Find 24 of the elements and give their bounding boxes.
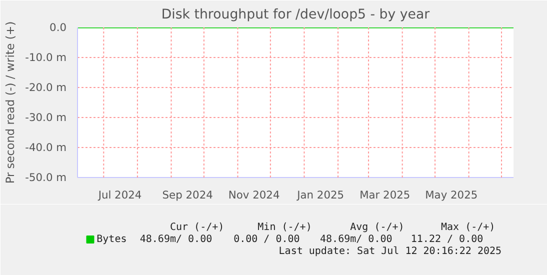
x-tick-label: May 2025 bbox=[425, 188, 478, 202]
text: 0.00 / 0.00 bbox=[234, 234, 300, 245]
x-tick-label: Jul 2024 bbox=[97, 188, 142, 202]
text: Last update: Sat Jul 12 20:16:22 2025 bbox=[278, 246, 502, 257]
y-tick-label: -30.0 m bbox=[25, 111, 67, 124]
text: 11.22 / 0.00 bbox=[410, 234, 484, 245]
text: Min (-/+) bbox=[258, 222, 312, 233]
x-tick-label: Mar 2025 bbox=[360, 188, 410, 202]
text: Avg (-/+) bbox=[350, 222, 404, 233]
y-axis-title: Pr second read (-) / write (+) bbox=[3, 21, 18, 184]
y-tick-label: 0.0 bbox=[50, 21, 67, 34]
text: 48.69m/ 0.00 bbox=[140, 234, 212, 245]
y-tick-label: -20.0 m bbox=[25, 81, 67, 94]
chart-title: Disk throughput for /dev/loop5 - by year bbox=[161, 8, 430, 22]
legend-label: Bytes bbox=[96, 234, 127, 245]
text: Max (-/+) bbox=[440, 222, 496, 233]
y-tick-label: -40.0 m bbox=[25, 141, 67, 154]
y-tick-label: -10.0 m bbox=[25, 51, 67, 64]
x-tick-label: Nov 2024 bbox=[228, 188, 280, 202]
y-tick-label: -50.0 m bbox=[25, 171, 67, 184]
x-tick-label: Sep 2024 bbox=[162, 188, 214, 202]
text: 48.69m/ 0.00 bbox=[320, 234, 392, 245]
text: Cur (-/+) bbox=[170, 222, 224, 233]
x-tick-label: Jan 2025 bbox=[296, 188, 344, 202]
